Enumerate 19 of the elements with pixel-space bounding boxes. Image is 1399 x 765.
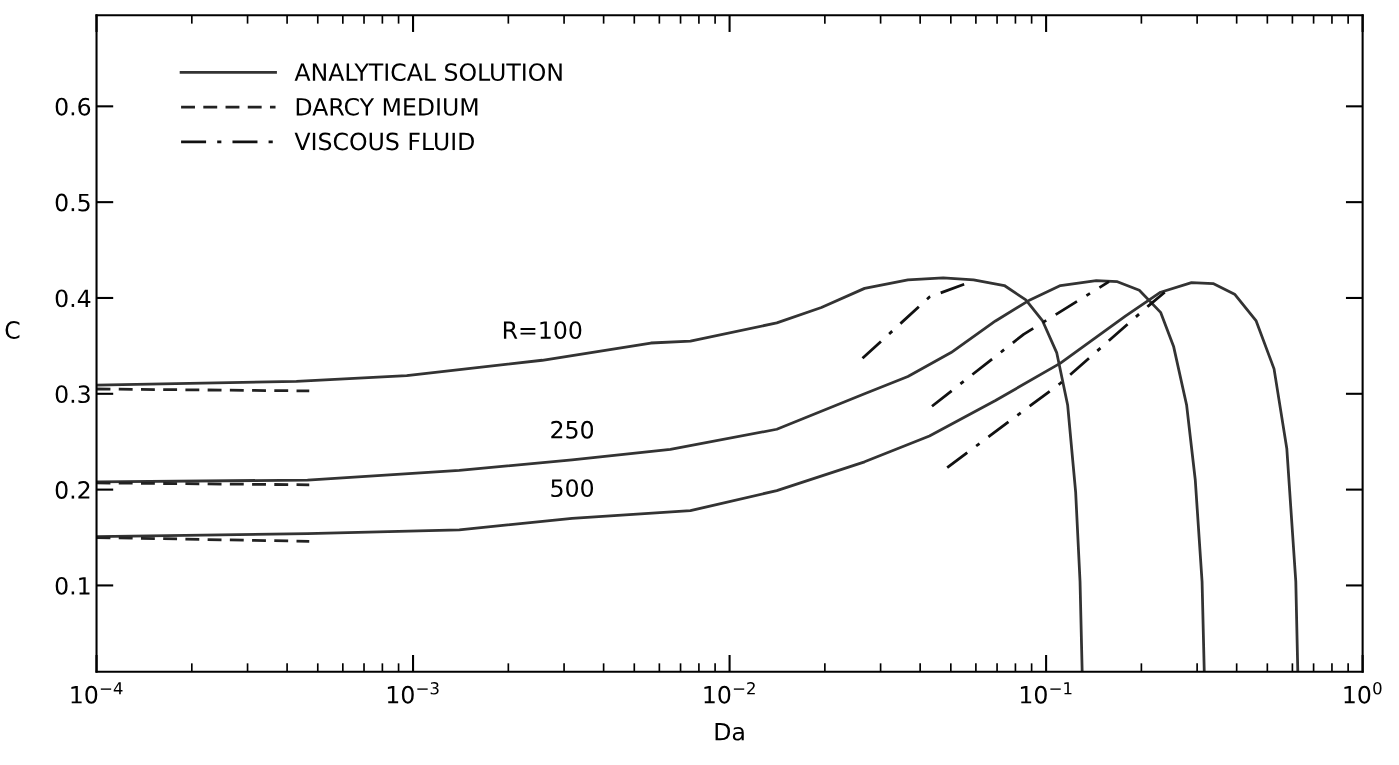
x-tick-label: 10$^{0}$	[1344, 682, 1382, 704]
x-tick-label: 10$^{−1}$	[1020, 682, 1072, 704]
annotation: 500	[551, 479, 594, 498]
y-axis-title: C	[5, 321, 20, 339]
x-tick-label: 10$^{−4}$	[71, 682, 123, 704]
x-axis-title: Da	[715, 723, 744, 741]
x-tick-label: 10$^{−3}$	[387, 682, 439, 704]
x-tick-label: 10$^{−2}$	[704, 682, 755, 704]
y-tick-label: 0.3	[55, 385, 90, 404]
annotation: 250	[551, 420, 594, 439]
annotation: R=100	[503, 321, 582, 340]
legend-label: ANALYTICAL SOLUTION	[294, 63, 562, 82]
y-tick-label: 0.4	[55, 289, 91, 308]
y-tick-label: 0.2	[55, 481, 90, 499]
y-tick-label: 0.1	[55, 576, 90, 595]
legend-label: VISCOUS FLUID	[294, 132, 474, 151]
legend-label: DARCY MEDIUM	[296, 97, 478, 116]
y-tick-label: 0.5	[55, 193, 90, 212]
y-tick-label: 0.6	[55, 97, 91, 116]
